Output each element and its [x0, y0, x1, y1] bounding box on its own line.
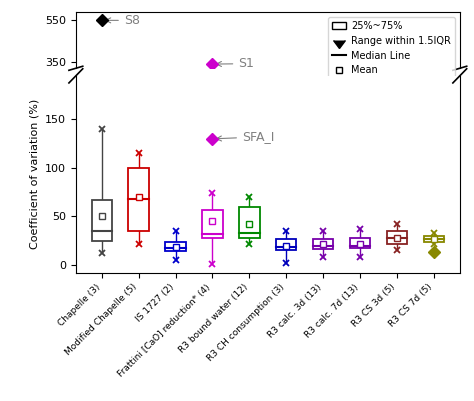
Bar: [387, 231, 407, 243]
Text: SFA_I: SFA_I: [217, 130, 274, 144]
Bar: [350, 129, 370, 132]
Bar: [202, 123, 223, 129]
Text: S8: S8: [106, 14, 140, 27]
Bar: [350, 238, 370, 249]
Text: S1: S1: [217, 57, 254, 70]
Y-axis label: Coefficient of variation (%): Coefficient of variation (%): [29, 99, 39, 249]
Bar: [313, 129, 333, 132]
Bar: [128, 168, 149, 231]
Bar: [91, 200, 112, 241]
Bar: [239, 207, 259, 238]
Bar: [239, 122, 259, 129]
Bar: [165, 242, 186, 251]
Bar: [276, 239, 296, 250]
Bar: [424, 129, 444, 130]
Bar: [424, 236, 444, 242]
Bar: [276, 129, 296, 132]
Bar: [91, 121, 112, 130]
Bar: [128, 114, 149, 128]
Bar: [387, 128, 407, 130]
Bar: [202, 210, 223, 238]
Bar: [313, 239, 333, 249]
Bar: [165, 130, 186, 132]
Legend: 25%~75%, Range within 1.5IQR, Median Line, Mean, Outliers: 25%~75%, Range within 1.5IQR, Median Lin…: [328, 17, 455, 94]
